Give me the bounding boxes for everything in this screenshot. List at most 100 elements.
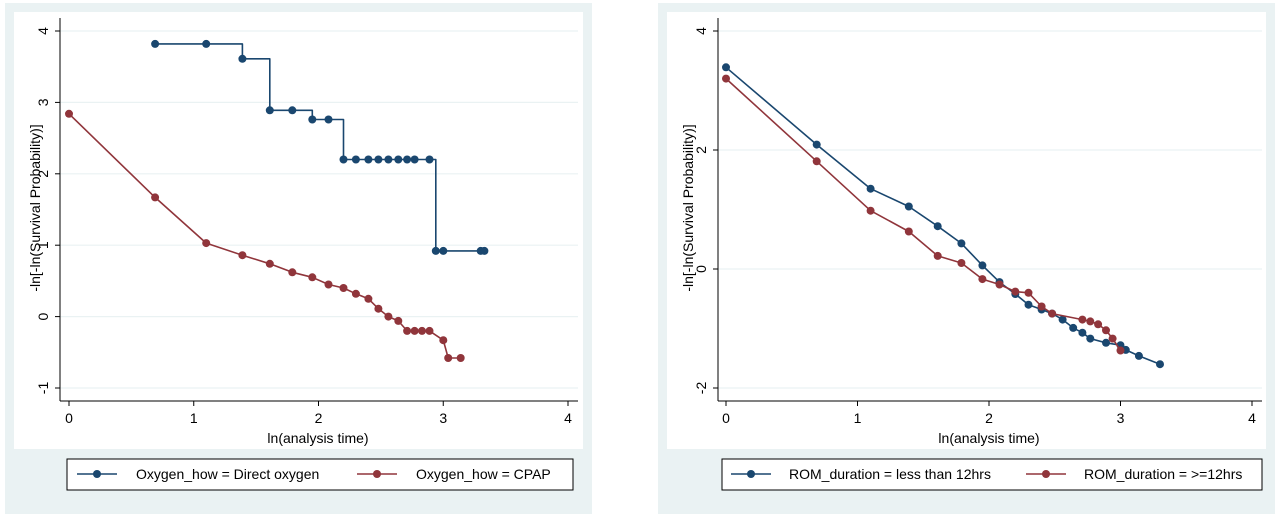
panel-1-series-2-point <box>324 280 333 289</box>
panel-2: -2 0 2 4 0 1 2 3 4 ln(analysis time) -ln[-ln(Su… <box>658 3 1275 514</box>
panel-1-series-1-point <box>425 155 434 164</box>
panel-2-series-2-point <box>1116 346 1125 355</box>
legend-label-rom-less-12hrs: ROM_duration = less than 12hrs <box>789 466 991 482</box>
panel-1-series-2-point <box>238 251 247 260</box>
panel-1-series-2-point <box>65 109 73 118</box>
panel-1-series <box>65 39 489 362</box>
panel-1-series-1-point <box>439 246 448 255</box>
panel-1-series-2-point <box>456 354 465 362</box>
panel-1-y-tick-label: 0 <box>35 312 51 320</box>
panel-2-legend: ROM_duration = less than 12hrs ROM_durat… <box>721 458 1263 491</box>
panel-2-series-1-point <box>933 222 942 231</box>
panel-2-y-tick-label: 2 <box>693 146 709 154</box>
panel-2-series-2-point <box>812 157 821 166</box>
panel-1-series-1-point <box>384 155 393 164</box>
panel-1-y-tick-label: 1 <box>35 241 51 249</box>
panel-2-series-1-point <box>866 184 875 193</box>
panel-1-series-2-point <box>308 273 317 282</box>
panel-2-series-1-point <box>1156 360 1164 369</box>
panel-1-series-2-point <box>288 268 297 277</box>
panel-2-x-axis-label: ln(analysis time) <box>938 430 1039 446</box>
panel-2-series-1-point <box>1086 334 1095 343</box>
panel-1-y-tick-label: 2 <box>35 170 51 178</box>
panel-1-series-1-point <box>265 106 274 115</box>
panel-1-series-1-point <box>308 115 317 124</box>
panel-1-y-tick-label: 4 <box>35 27 51 35</box>
legend-label-rom-12hrs-plus: ROM_duration = >=12hrs <box>1084 466 1242 482</box>
panel-2-series-2-point <box>1078 315 1087 324</box>
panel-1-series-2-point <box>410 326 419 335</box>
panel-2-x-tick-label: 4 <box>1248 410 1256 426</box>
panel-2-series-1-point <box>957 239 966 248</box>
panel-2-plot-area <box>718 18 1262 401</box>
panel-2-gridlines <box>718 30 1262 389</box>
panel-1-series-1-point <box>202 39 211 48</box>
panel-2-x-tick-label: 3 <box>1117 410 1125 426</box>
panel-1-x-tick-label: 1 <box>190 410 198 426</box>
panel-2-series-1-point <box>978 261 987 270</box>
legend-marker-rom-less-12hrs <box>747 470 755 478</box>
panel-2-series <box>722 63 1164 369</box>
panel-2-x-tick-label: 1 <box>854 410 862 426</box>
panel-2-series-1-point <box>1058 315 1067 324</box>
panel-2-y-tick-label: -2 <box>693 382 709 395</box>
panel-1-series-1-point <box>480 246 489 255</box>
panel-1-series-1-point <box>403 155 412 164</box>
panel-2-x-tick-label: 2 <box>985 410 993 426</box>
panel-2-y-axis: -2 0 2 4 <box>693 27 718 394</box>
panel-1-series-1-point <box>394 155 403 164</box>
panel-2-y-axis-label: -ln[-ln(Survival Probability)] <box>680 124 696 291</box>
panel-2-series-2-point <box>1011 287 1020 296</box>
panel-1-y-axis: -1 0 1 2 3 4 <box>35 27 60 394</box>
panel-2-series-1-point <box>1134 351 1143 360</box>
panel-1-series-1-point <box>351 155 360 164</box>
panel-2-series-2-point <box>933 251 942 260</box>
legend-label-cpap: Oxygen_how = CPAP <box>416 466 551 482</box>
panel-1-plot-area <box>60 18 578 401</box>
panel-2-x-tick-label: 0 <box>722 410 730 426</box>
panel-2-series-2-point <box>995 280 1004 289</box>
panel-1-x-tick-label: 3 <box>439 410 447 426</box>
panel-2-series-2-point <box>1102 326 1110 335</box>
panel-2-series-1-point <box>1069 323 1078 332</box>
panel-1-x-axis: 0 1 2 3 4 <box>65 401 572 426</box>
panel-1-series-2-point <box>384 312 393 321</box>
panel-2-series-1-point <box>1024 300 1033 309</box>
panel-1-y-axis-label: -ln[-ln(Survival Probability)] <box>27 124 43 291</box>
panel-2-series-1-point <box>812 140 821 149</box>
panel-1-series-1-point <box>339 155 348 164</box>
panel-1-legend-box <box>66 458 574 491</box>
panel-1-series-1-point <box>374 155 383 164</box>
panel-2-series-2-point <box>1094 320 1103 329</box>
panel-1-series-1-point <box>431 246 440 255</box>
panel-1-series-2-point <box>439 336 448 345</box>
panel-1-series-2-point <box>403 326 412 335</box>
panel-1-x-tick-label: 0 <box>65 410 73 426</box>
panel-2-series-2-point <box>1048 309 1057 318</box>
legend-marker-direct-oxygen <box>93 470 101 478</box>
legend-marker-rom-12hrs-plus <box>1042 470 1050 478</box>
panel-2-series-2-point <box>978 275 987 284</box>
panel-2-series-2-point <box>1086 317 1095 326</box>
panel-1-series-1-point <box>238 54 247 63</box>
panel-1-series-2-point <box>374 304 383 313</box>
panel-2-legend-box <box>721 458 1263 491</box>
panel-1-y-tick-label: -1 <box>35 382 51 395</box>
panel-2-series-2-point <box>904 227 913 236</box>
panel-1-series-2-point <box>202 239 211 248</box>
panel-1-series-2-point <box>425 326 434 335</box>
panel-1-series-2-point <box>351 289 360 298</box>
panel-1-x-tick-label: 2 <box>315 410 323 426</box>
panel-1-series-1-point <box>151 39 160 48</box>
panel-2-series-1-point <box>1078 328 1087 337</box>
panel-1: -1 0 1 2 3 4 0 1 2 3 4 ln(analysis time) -ln[-ln(… <box>5 3 592 514</box>
panel-2-y-tick-label: 4 <box>693 27 709 35</box>
panel-1-series-2-point <box>444 354 453 362</box>
panel-1-series-1-point <box>410 155 419 164</box>
legend-label-direct-oxygen: Oxygen_how = Direct oxygen <box>136 466 319 482</box>
panel-2-y-tick-label: 0 <box>693 265 709 273</box>
panel-1-series-2-point <box>394 316 403 325</box>
legend-marker-cpap <box>373 470 381 478</box>
panel-2-series-2-point <box>1037 302 1046 311</box>
